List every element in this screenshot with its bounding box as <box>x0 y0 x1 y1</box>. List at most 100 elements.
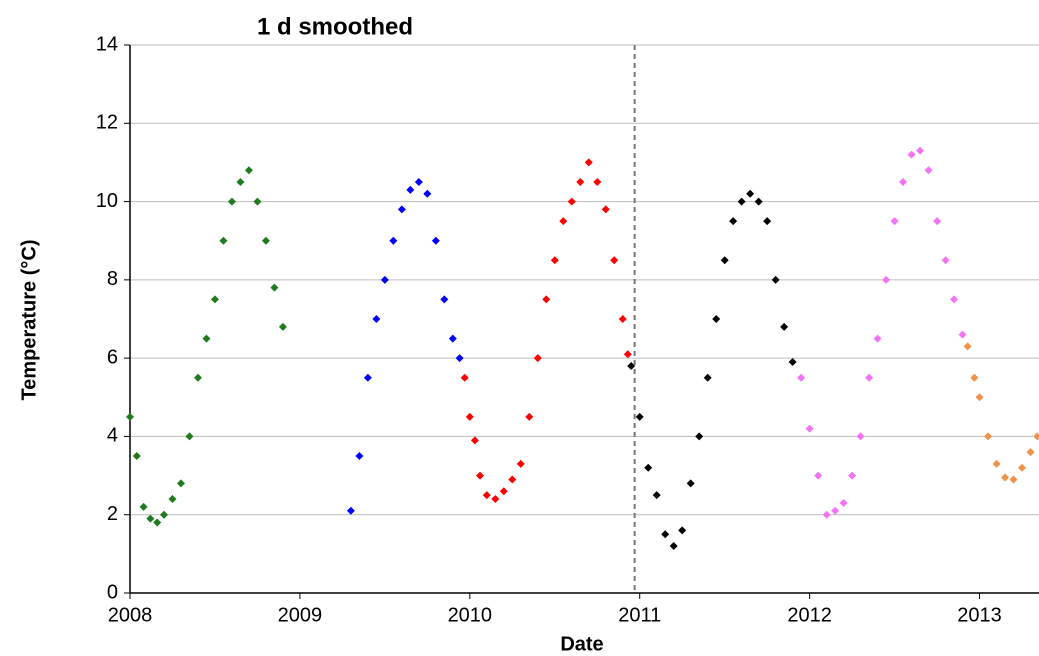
data-point <box>1026 448 1035 457</box>
x-tick-label: 2008 <box>108 604 153 626</box>
data-point <box>788 358 797 367</box>
y-tick-label: 10 <box>96 190 118 212</box>
data-point <box>139 502 148 511</box>
x-axis-label: Date <box>560 633 603 655</box>
data-point <box>950 295 959 304</box>
data-point <box>703 373 712 382</box>
data-point <box>1001 473 1010 482</box>
data-point <box>907 150 916 159</box>
data-point <box>623 350 632 359</box>
x-tick-label: 2012 <box>787 604 832 626</box>
data-point <box>219 236 228 245</box>
data-point <box>601 205 610 214</box>
data-point <box>559 217 568 226</box>
data-point <box>576 178 585 186</box>
data-point <box>355 452 364 460</box>
data-point <box>397 205 406 214</box>
y-tick-label: 14 <box>96 33 118 55</box>
data-point <box>372 315 381 323</box>
data-point <box>627 361 636 370</box>
data-point <box>193 373 202 382</box>
data-point <box>431 236 440 245</box>
y-tick-label: 4 <box>107 425 118 447</box>
data-point <box>805 424 814 433</box>
x-tick-label: 2009 <box>278 604 323 626</box>
data-point <box>567 197 576 206</box>
data-point <box>822 510 831 519</box>
data-point <box>992 459 1001 468</box>
data-point <box>644 463 653 472</box>
data-point <box>873 334 882 343</box>
data-point <box>975 393 984 402</box>
y-tick-label: 2 <box>107 503 118 525</box>
data-point <box>185 432 194 441</box>
y-tick-label: 12 <box>96 112 118 134</box>
data-point <box>491 495 500 504</box>
data-point <box>924 166 933 175</box>
data-point <box>389 236 398 245</box>
data-point <box>963 342 972 351</box>
data-point <box>533 354 542 363</box>
data-point <box>890 217 899 226</box>
y-axis-label: Temperature (°C) <box>18 240 40 401</box>
data-point <box>153 518 162 527</box>
data-point <box>695 432 704 441</box>
data-point <box>669 542 678 551</box>
data-point <box>470 436 479 445</box>
data-point <box>244 166 253 175</box>
data-point <box>448 334 457 343</box>
x-tick-label: 2011 <box>618 604 661 626</box>
data-point <box>618 315 627 323</box>
data-point <box>440 295 449 304</box>
data-point <box>958 330 967 339</box>
data-point <box>635 412 644 421</box>
x-tick-label: 2013 <box>957 604 1002 626</box>
chart-title: 1 d smoothed <box>257 13 413 40</box>
data-point <box>763 217 772 226</box>
data-point <box>970 373 979 382</box>
data-point <box>542 295 551 304</box>
data-point <box>712 315 721 323</box>
data-point <box>227 197 236 206</box>
data-point <box>1018 463 1027 472</box>
data-point <box>159 510 168 519</box>
data-point <box>508 475 517 484</box>
data-point <box>270 283 279 292</box>
data-point <box>253 197 262 206</box>
data-point <box>839 498 848 507</box>
data-point <box>780 322 789 331</box>
data-point <box>516 459 525 468</box>
data-point <box>499 487 508 496</box>
data-point <box>423 189 432 198</box>
data-point <box>176 479 185 488</box>
data-point <box>414 178 423 186</box>
data-point <box>168 495 177 504</box>
data-point <box>455 354 464 363</box>
data-point <box>899 178 908 186</box>
data-point <box>729 217 738 226</box>
data-point <box>236 178 245 186</box>
data-point <box>720 256 729 265</box>
data-point <box>1033 432 1039 441</box>
data-point <box>754 197 763 206</box>
data-point <box>933 217 942 226</box>
y-tick-label: 6 <box>107 346 118 368</box>
x-tick-label: 2010 <box>448 604 493 626</box>
data-point <box>941 256 950 265</box>
data-point <box>916 146 925 155</box>
data-point <box>831 506 840 515</box>
data-point <box>610 256 619 265</box>
data-point <box>406 185 415 194</box>
data-point <box>865 373 874 382</box>
data-point <box>465 412 474 421</box>
data-point <box>797 373 806 382</box>
data-point <box>848 471 857 480</box>
data-point <box>346 506 355 515</box>
data-point <box>1009 475 1018 484</box>
data-point <box>132 452 141 460</box>
data-point <box>278 322 287 331</box>
data-point <box>882 275 891 284</box>
data-point <box>460 373 469 382</box>
title-box <box>222 10 448 46</box>
